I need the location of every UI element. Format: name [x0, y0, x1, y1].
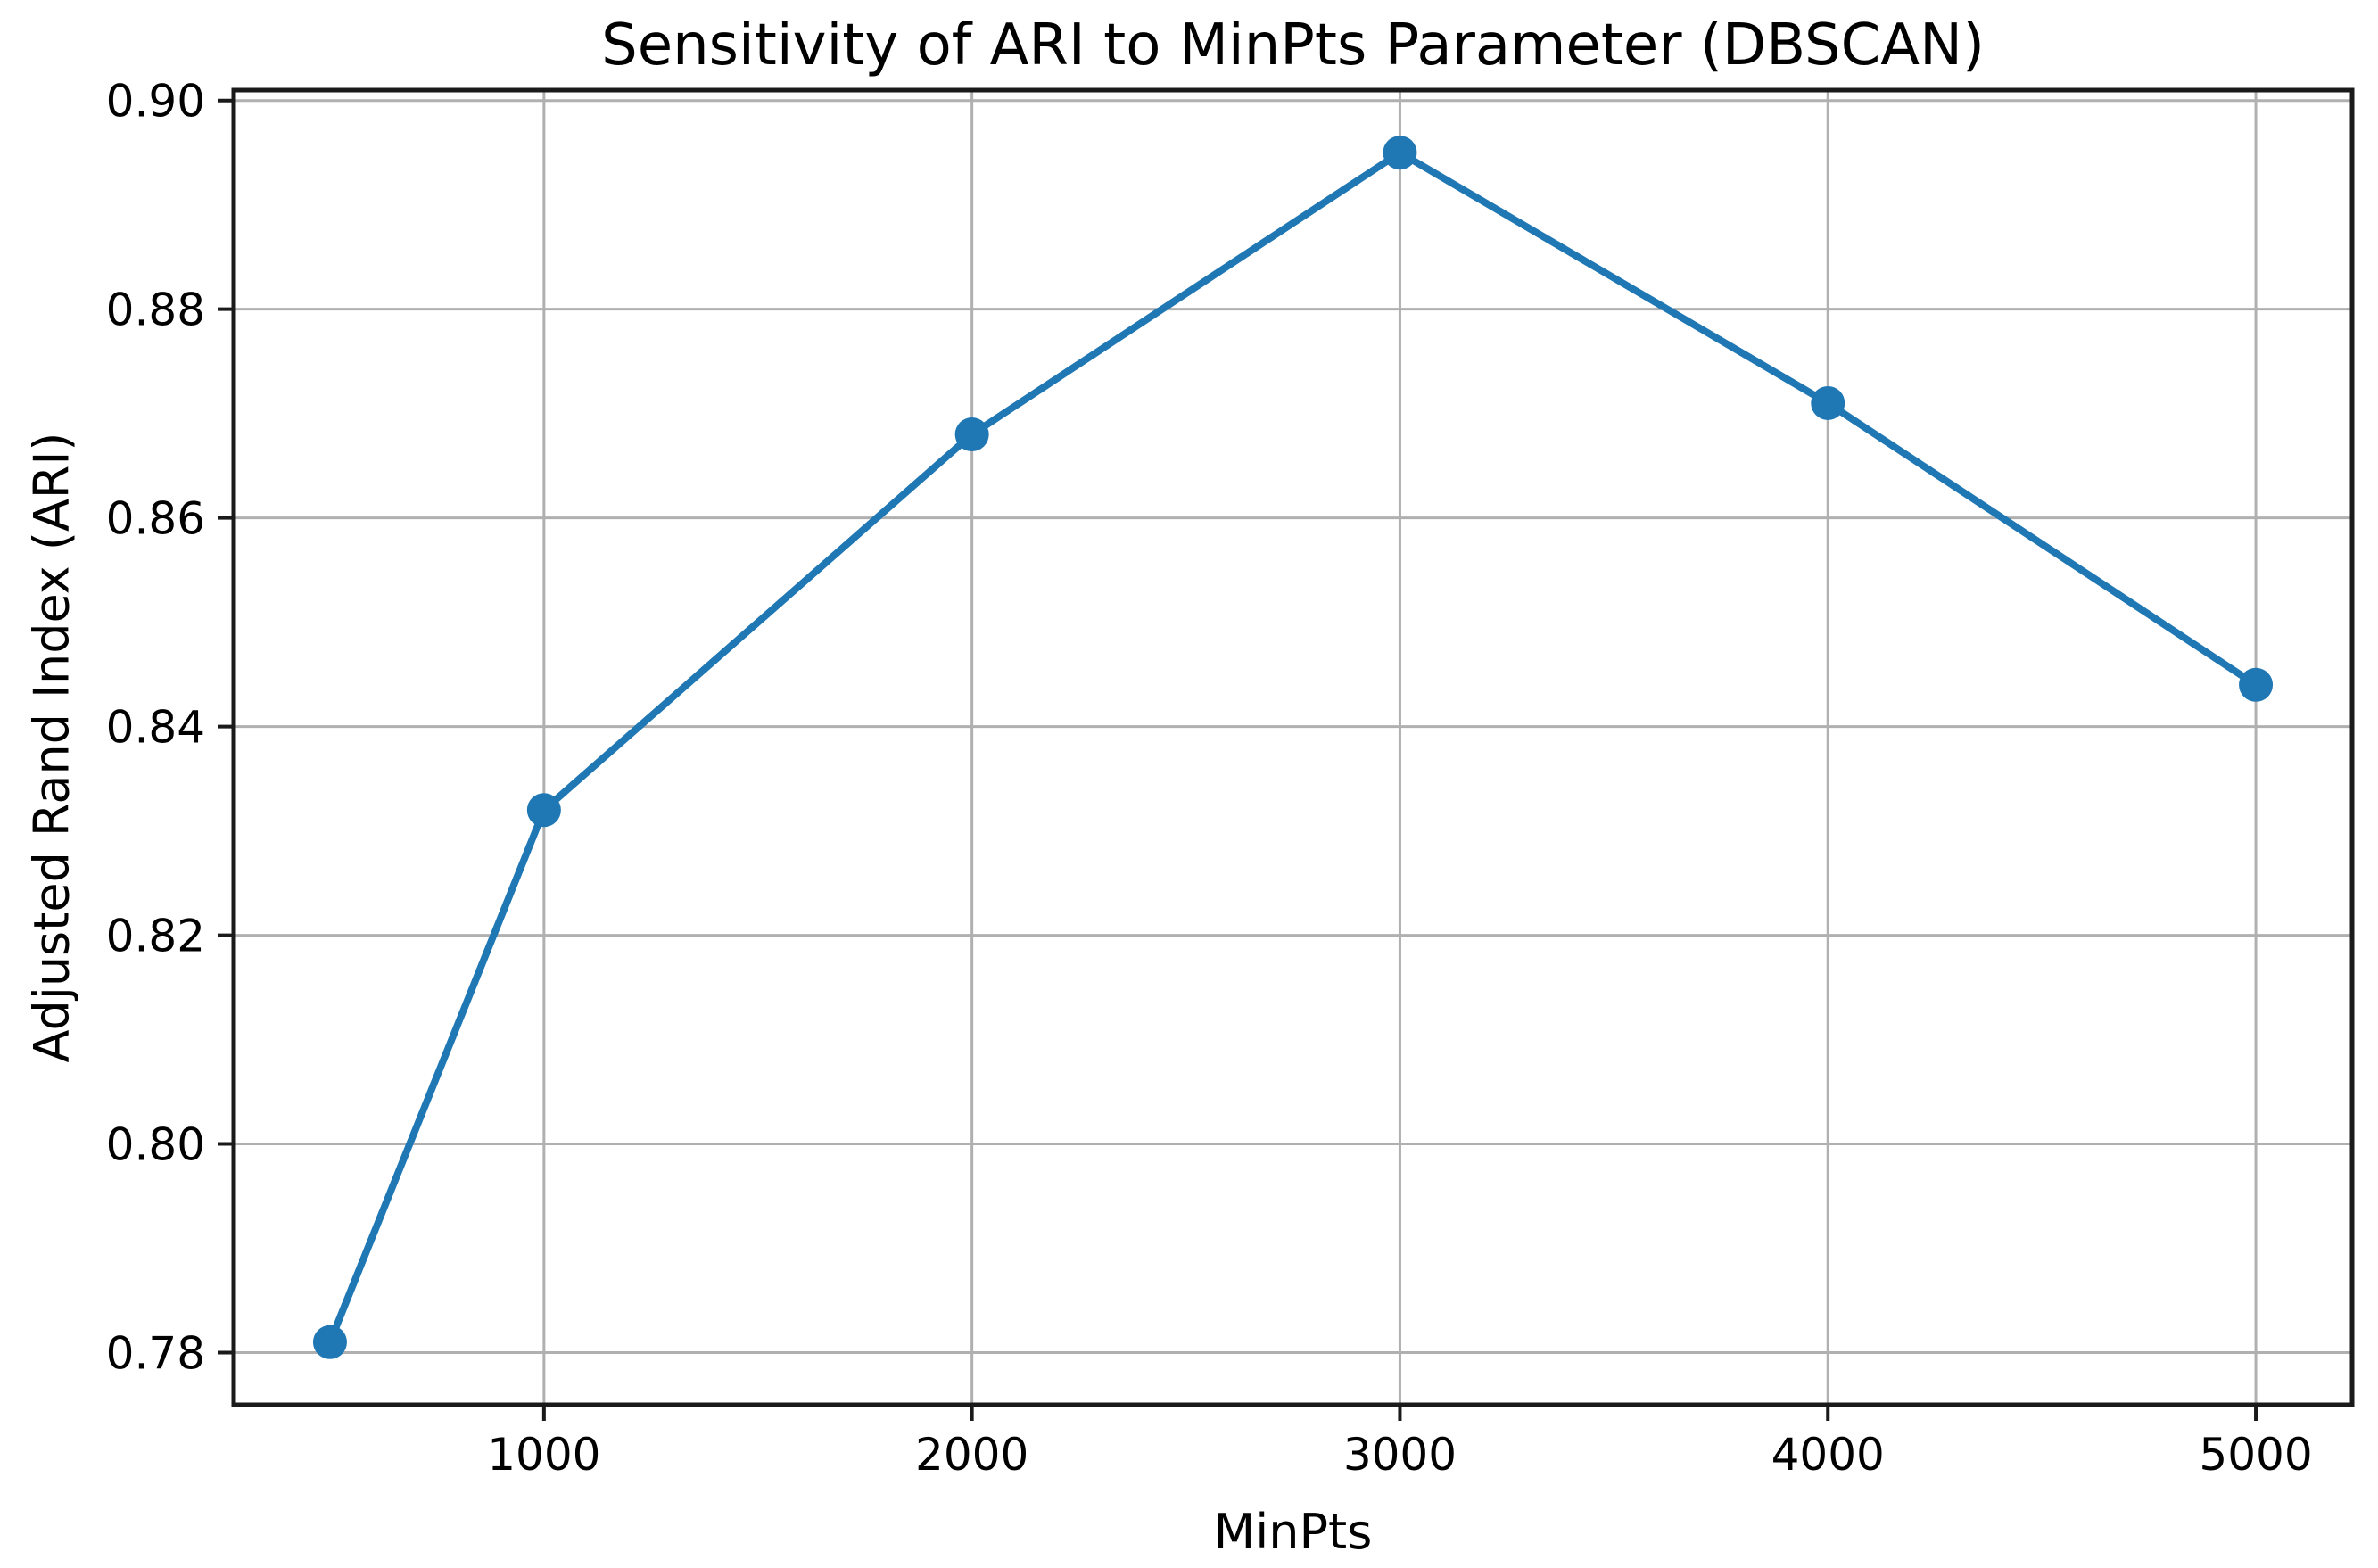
data-line [326, 149, 2260, 1346]
y-tick-label: 0.80 [106, 1119, 205, 1171]
y-tick-label: 0.84 [106, 702, 205, 754]
data-point-marker [954, 417, 989, 452]
x-tick-label: 3000 [1343, 1429, 1457, 1481]
x-tick-label: 1000 [487, 1429, 600, 1481]
data-point-marker [2239, 667, 2274, 702]
y-tick-label: 0.90 [106, 76, 205, 128]
x-tick-label: 2000 [915, 1429, 1028, 1481]
x-tick-label: 4000 [1771, 1429, 1885, 1481]
data-point-marker [1383, 136, 1417, 170]
y-tick-label: 0.82 [106, 911, 205, 962]
chart-title: Sensitivity of ARI to MinPts Parameter (… [601, 12, 1985, 78]
data-point-marker [312, 1325, 347, 1359]
x-tick-label: 5000 [2199, 1429, 2312, 1481]
y-tick-label: 0.88 [106, 285, 205, 336]
data-point-marker [1811, 385, 1845, 420]
data-point-marker [526, 793, 561, 828]
y-tick-label: 0.86 [106, 493, 205, 545]
plot-border [231, 87, 2355, 1407]
x-axis-label: MinPts [1213, 1504, 1373, 1560]
y-tick-label: 0.78 [106, 1328, 205, 1380]
